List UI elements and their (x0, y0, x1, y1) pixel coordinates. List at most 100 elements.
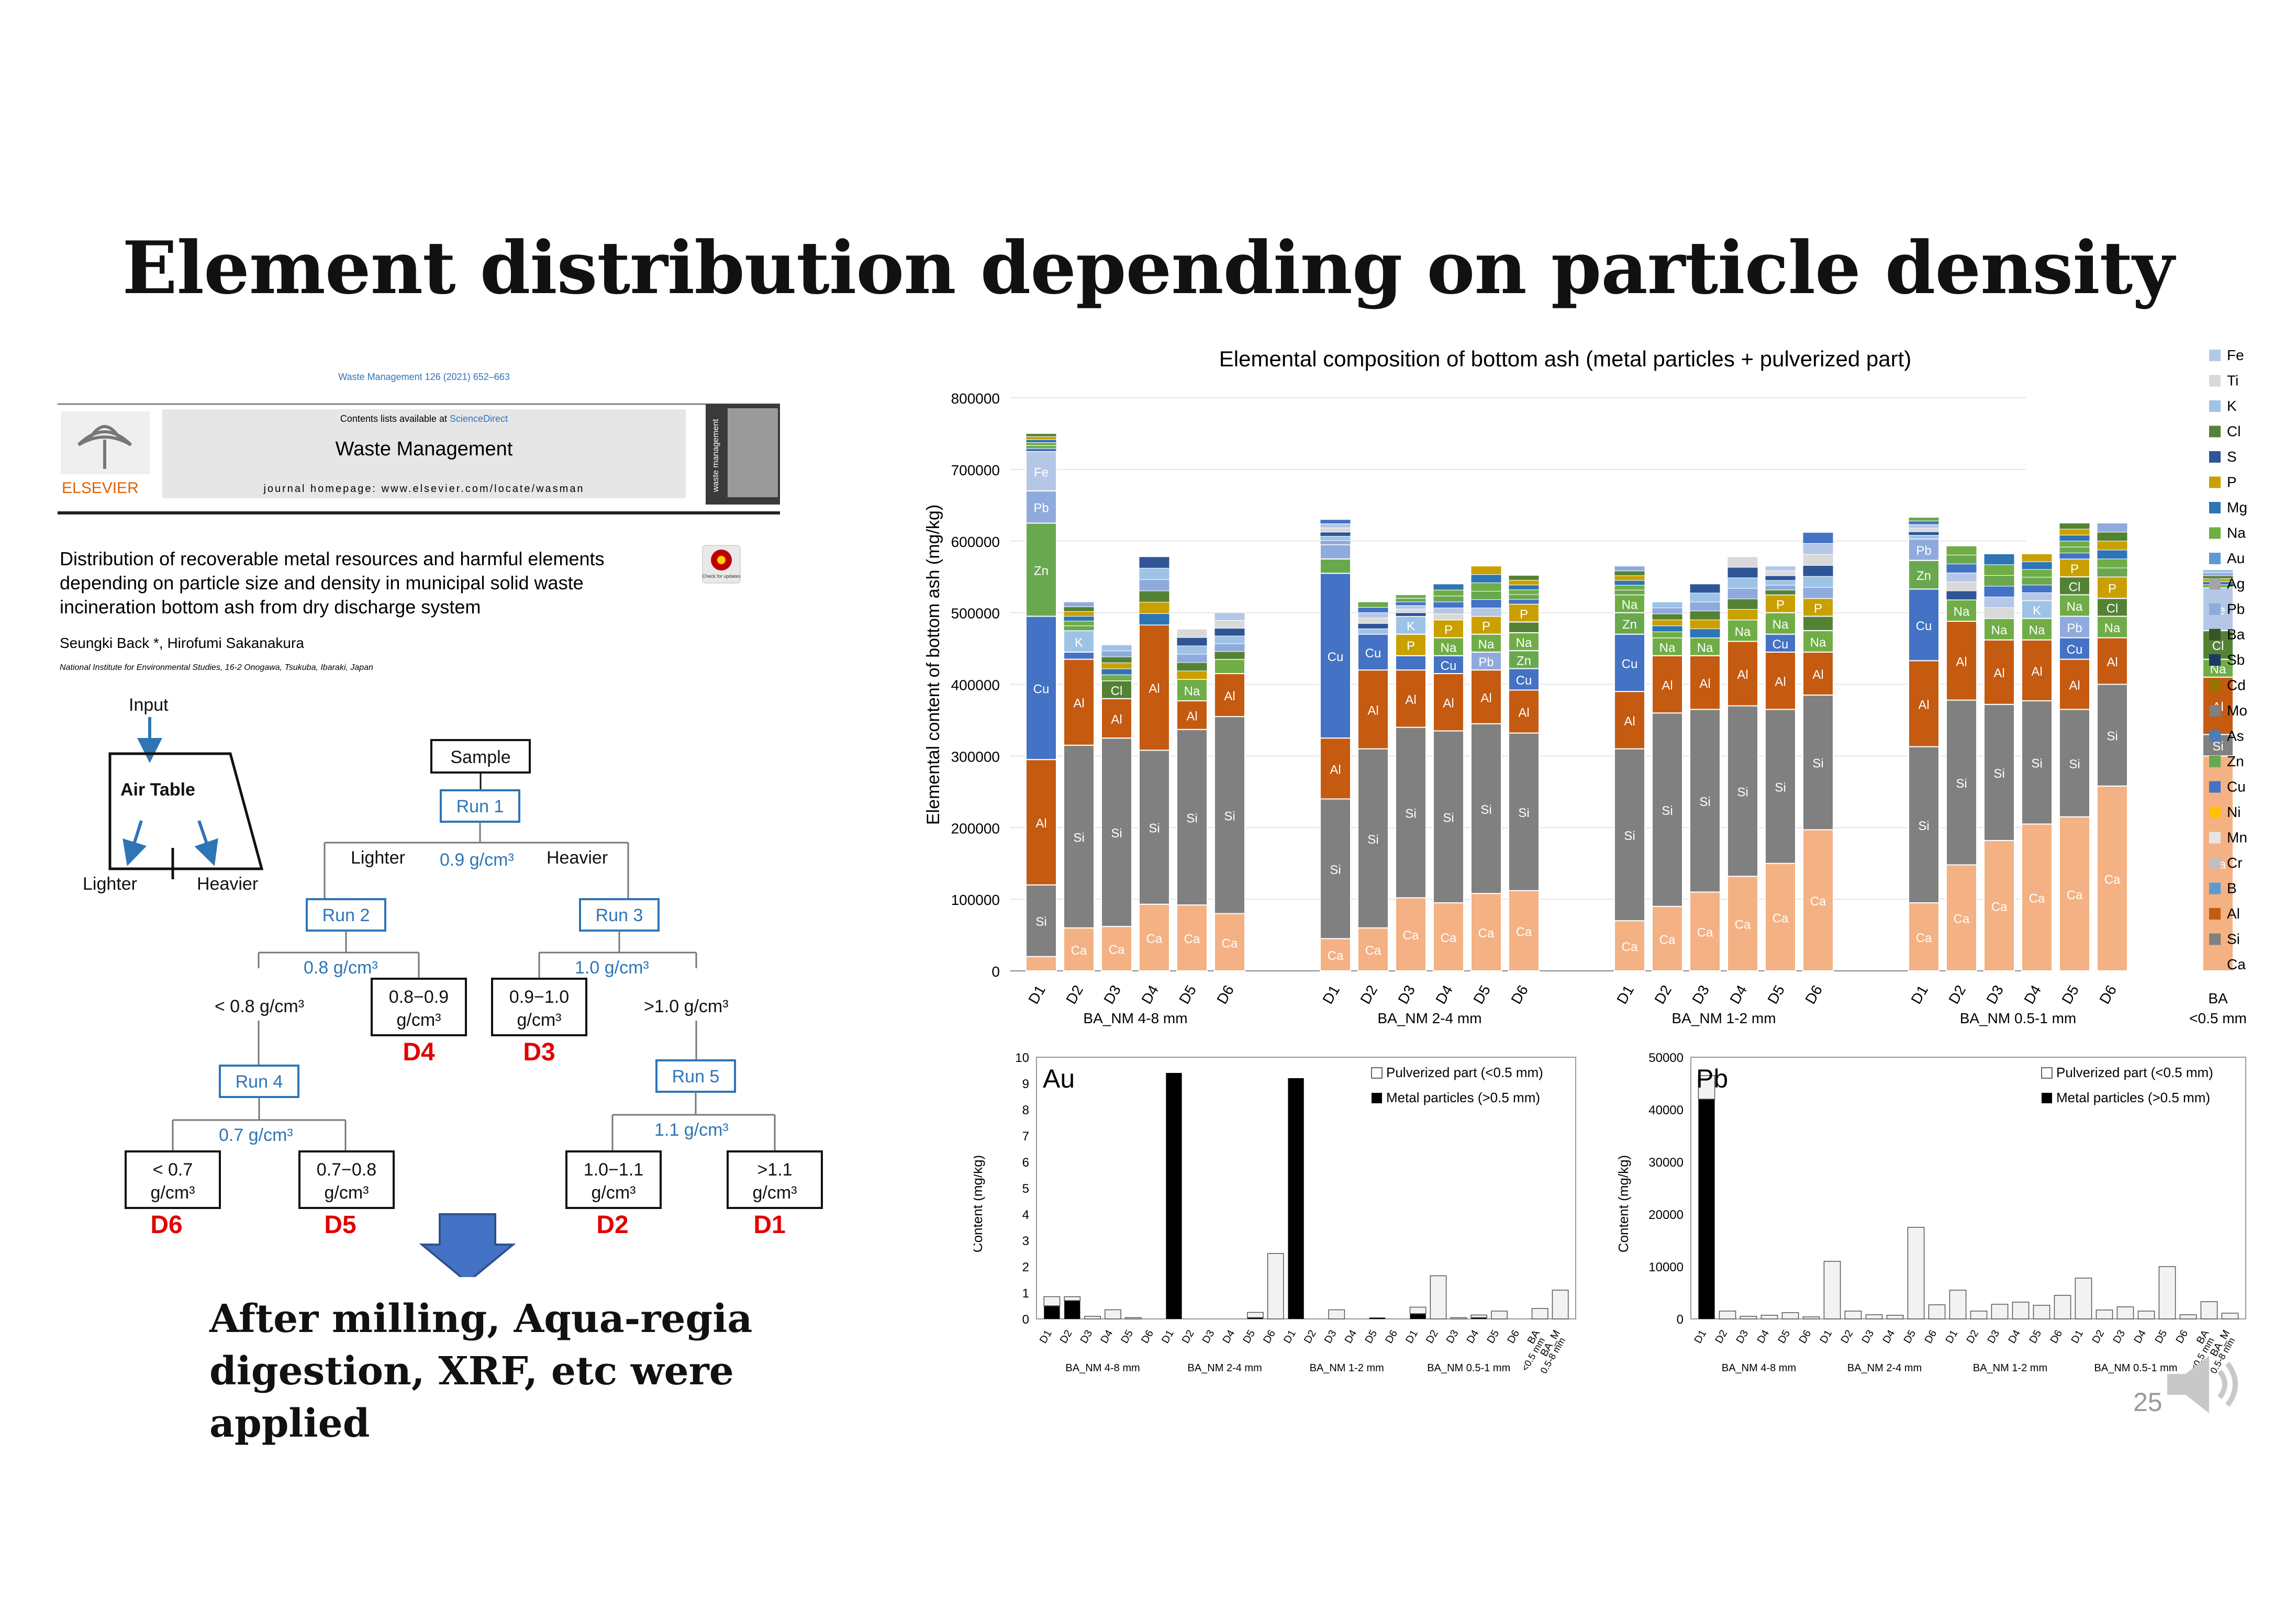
paper-authors: Seungki Back *, Hirofumi Sakanakura (60, 635, 304, 651)
segment-label: Si (1330, 863, 1341, 877)
main-group-label: BA_NM 0.5-1 mm (1960, 1010, 2077, 1026)
stack-segment-other (1063, 625, 1095, 631)
pb-ylabel: Content (mg/kg) (1615, 1155, 1631, 1252)
bar-pulverized-part (1470, 1314, 1488, 1318)
small-group-label: BA_NM 1-2 mm (1310, 1362, 1384, 1374)
sciencedirect-link[interactable]: ScienceDirect (450, 413, 508, 424)
stack-segment-fe (1026, 451, 1057, 491)
main-xtick: D5 (1176, 982, 1199, 1007)
segment-label: Cu (1033, 682, 1050, 696)
segment-label: Si (2106, 730, 2117, 744)
stack-segment-cu (1063, 651, 1095, 660)
page-number: 25 (2133, 1387, 2163, 1417)
stack-segment-al (2021, 639, 2053, 701)
d4-label: D4 (403, 1038, 435, 1066)
small-xtick: D3 (1444, 1328, 1461, 1346)
stack-segment-other (1689, 610, 1721, 620)
segment-label: Al (2031, 665, 2042, 679)
stack-segment-other (1063, 611, 1095, 617)
stack-segment-al (1139, 624, 1170, 751)
legend-swatch (2209, 553, 2221, 564)
small-group-label: BA_NM 1-2 mm (1973, 1362, 2047, 1374)
stack-segment-other (1395, 601, 1426, 606)
lt08-label: < 0.8 g/cm³ (215, 997, 304, 1016)
stack-segment-si (1026, 884, 1057, 957)
stack-segment-al (1727, 641, 1758, 707)
stack-segment-ca (1946, 864, 1977, 971)
legend-swatch (2209, 375, 2221, 387)
stack-segment-other (1727, 577, 1758, 589)
svg-text:g/cm³: g/cm³ (517, 1010, 562, 1030)
stack-segment-p (1395, 633, 1426, 656)
segment-label: Al (1330, 763, 1341, 777)
stack-segment-cu (1508, 668, 1540, 691)
air-table-label: Air Table (120, 780, 195, 800)
stack-segment-al (1176, 700, 1208, 730)
stack-segment-p (1765, 594, 1796, 613)
main-xtick: D4 (2021, 982, 2044, 1007)
small-ytick: 1 (1022, 1286, 1029, 1301)
stack-segment-other (1946, 581, 1977, 591)
main-xtick: D5 (1470, 982, 1493, 1007)
small-ytick: 6 (1022, 1156, 1029, 1170)
stack-segment-other (1026, 445, 1057, 449)
segment-label: Na (1773, 618, 1789, 632)
svg-text:g/cm³: g/cm³ (325, 1183, 369, 1203)
speaker-icon[interactable] (2157, 1345, 2261, 1424)
stack-segment-other (1320, 540, 1351, 545)
stack-segment-other (1508, 585, 1540, 590)
stack-segment-zn (1508, 650, 1540, 669)
legend-metal: Metal particles (>0.5 mm) (1386, 1090, 1540, 1105)
main-xtick: D5 (1764, 982, 1788, 1007)
au-ylabel: Content (mg/kg) (974, 1155, 985, 1252)
bar-metal-particles (1369, 1317, 1386, 1319)
main-xtick: D1 (1319, 982, 1343, 1007)
stack-segment-other (1026, 436, 1057, 440)
au-title: Au (1043, 1064, 1075, 1093)
stack-segment-ca (1470, 893, 1502, 972)
stack-segment-al (1433, 673, 1464, 732)
main-ytick: 400000 (951, 677, 1000, 693)
stack-segment-other (1802, 587, 1834, 599)
stack-segment-si (1508, 732, 1540, 891)
main-xtick: D2 (1651, 982, 1675, 1007)
main-ytick: 100000 (951, 892, 1000, 908)
svg-text:g/cm³: g/cm³ (753, 1183, 797, 1203)
bar-pulverized-part (1450, 1317, 1467, 1319)
segment-label: Cu (2067, 643, 2083, 657)
legend-label: Sb (2227, 652, 2245, 668)
stack-segment-other (1983, 607, 2015, 619)
small-xtick: D6 (1505, 1328, 1522, 1346)
stack-segment-si (1470, 723, 1502, 894)
bar-metal-particles (1471, 1317, 1487, 1319)
stack-segment-other (1908, 524, 1940, 529)
stack-segment-si (1433, 730, 1464, 903)
legend-label: Pb (2227, 601, 2245, 617)
stack-segment-ca (1652, 905, 1683, 971)
segment-label: Al (1149, 682, 1160, 696)
stack-segment-other (1470, 566, 1502, 575)
bar-pulverized-part (1907, 1227, 1925, 1319)
legend-label: Cu (2227, 779, 2246, 795)
main-group-label: BA_NM 4-8 mm (1083, 1010, 1187, 1026)
segment-label: P (1444, 623, 1453, 637)
stack-segment-cu (1614, 633, 1645, 692)
main-group-label: BA_NM 2-4 mm (1377, 1010, 1481, 1026)
small-ytick: 10 (1015, 1051, 1029, 1065)
segment-label: Al (1918, 698, 1929, 712)
stack-segment-other (1508, 580, 1540, 586)
stack-segment-k (1395, 615, 1426, 635)
small-xtick: D2 (1302, 1328, 1319, 1346)
small-xtick: D4 (1343, 1328, 1359, 1346)
legend-label: Mg (2227, 499, 2247, 516)
stack-segment-other (1802, 532, 1834, 544)
segment-label: Ca (1109, 943, 1125, 957)
small-group-label: BA_NM 4-8 mm (1722, 1362, 1796, 1374)
check-updates-icon[interactable]: Check for updates (702, 545, 741, 584)
bar-pulverized-part (1491, 1311, 1508, 1319)
segment-label: Si (1775, 781, 1786, 795)
segment-label: Ca (1328, 949, 1344, 963)
bar-metal-particles (1410, 1314, 1426, 1319)
segment-label: Ca (1184, 932, 1200, 946)
slide-title: Element distribution depending on partic… (122, 225, 2174, 310)
